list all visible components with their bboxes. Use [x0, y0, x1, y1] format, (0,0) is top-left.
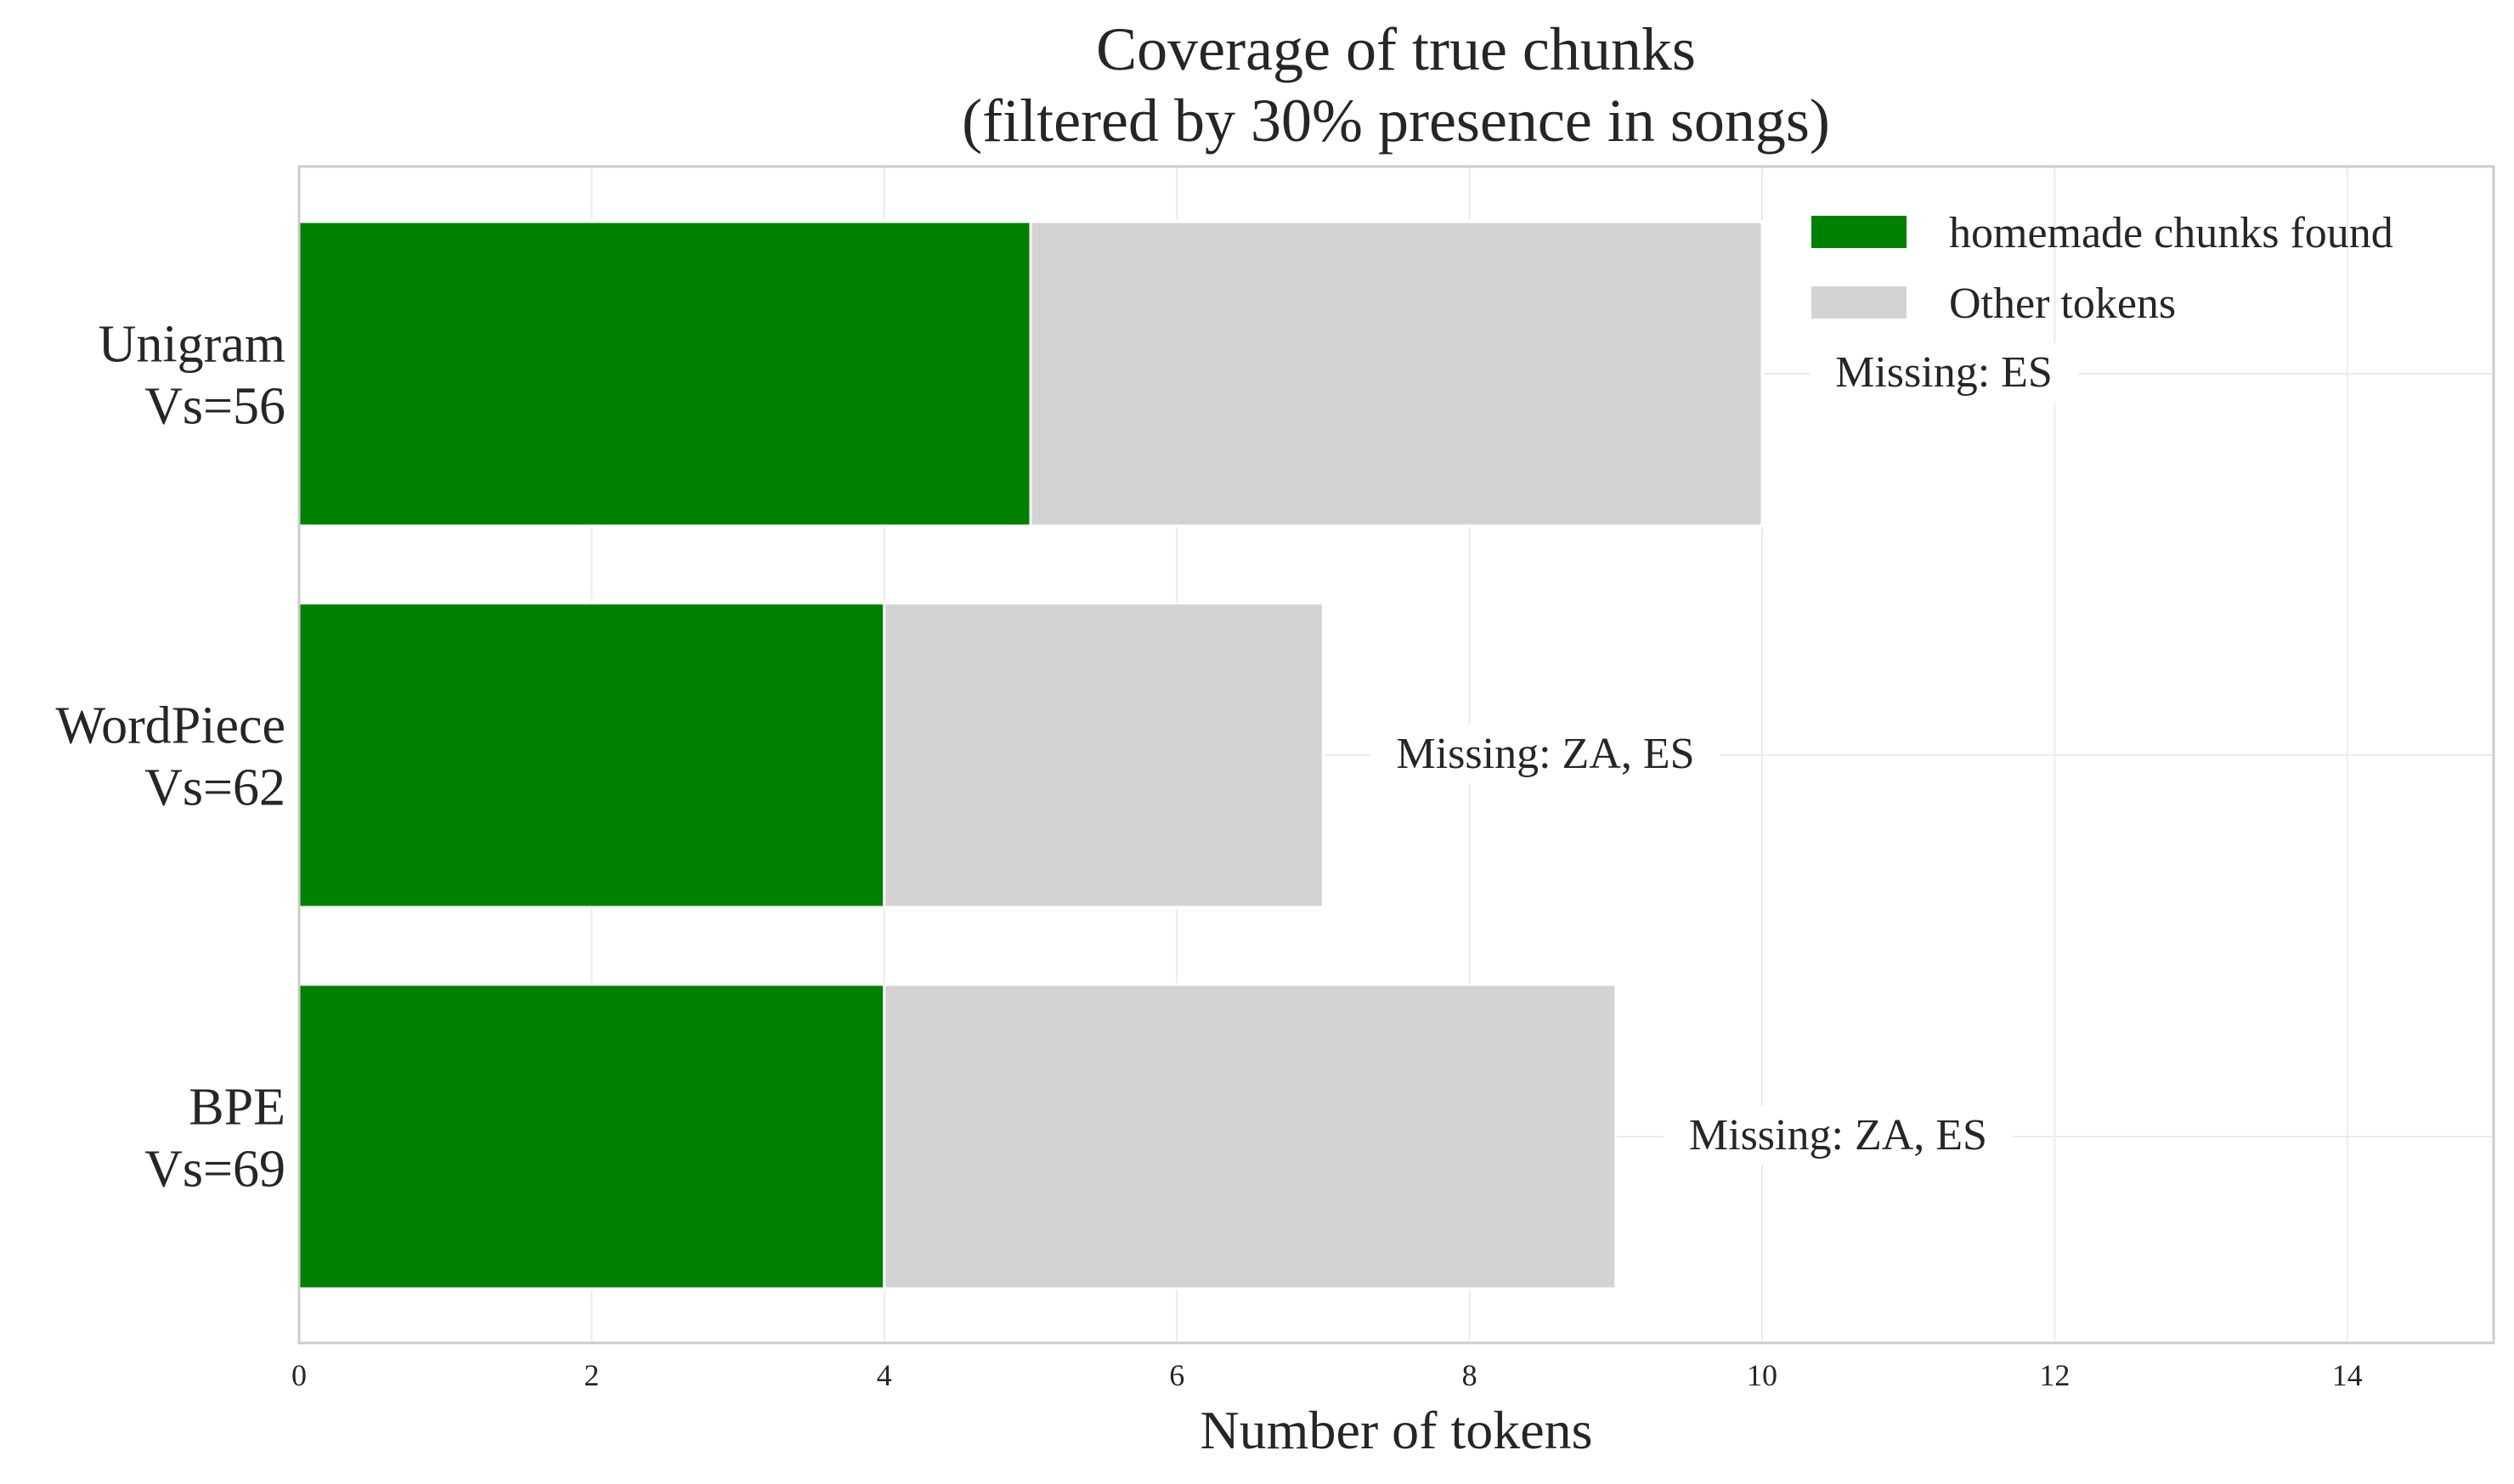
bar-series1-cat1	[883, 601, 1325, 909]
legend: homemade chunks found Other tokens	[1811, 209, 2393, 328]
x-tick-label-4: 8	[1462, 1358, 1477, 1392]
annotation-background-0	[1810, 343, 2078, 402]
y-tick-label-2: BPE Vs=69	[144, 1079, 285, 1199]
x-tick-label-5: 10	[1747, 1358, 1777, 1392]
y-tick-label-1: WordPiece Vs=62	[56, 697, 285, 817]
annotation-background-1	[1370, 725, 1720, 783]
annotation-missing-1: Missing: ZA, ES	[1397, 730, 1695, 778]
x-tick-label-7: 14	[2332, 1358, 2363, 1392]
annotation-background-2	[1663, 1106, 2013, 1165]
legend-swatch-0	[1811, 216, 1907, 248]
x-axis-label: Number of tokens	[1200, 1400, 1592, 1460]
labels: Missing: ES Missing: ZA, ES Missing: ZA, E…	[56, 316, 2363, 1393]
x-tick-label-1: 2	[584, 1358, 599, 1392]
x-tick-label-2: 4	[877, 1358, 892, 1392]
x-tick-label-0: 0	[291, 1358, 307, 1392]
bar-series0-cat0	[297, 220, 1032, 528]
bar-series0-cat1	[297, 601, 886, 909]
annotation-missing-0: Missing: ES	[1835, 348, 2053, 397]
bar-series1-cat0	[1029, 220, 1764, 528]
legend-label-0: homemade chunks found	[1949, 209, 2393, 257]
bars	[297, 220, 1764, 1290]
bar-series0-cat2	[297, 983, 886, 1290]
bar-series1-cat2	[883, 983, 1618, 1290]
y-tick-label-0: Unigram Vs=56	[99, 316, 285, 436]
legend-swatch-1	[1811, 286, 1907, 319]
x-tick-label-6: 12	[2039, 1358, 2070, 1392]
chart-title: Coverage of true chunks (filtered by 30% …	[962, 15, 1830, 155]
x-tick-label-3: 6	[1169, 1358, 1184, 1392]
annotation-missing-2: Missing: ZA, ES	[1689, 1111, 1987, 1160]
plot-frame	[297, 165, 2495, 1345]
legend-label-1: Other tokens	[1949, 279, 2176, 328]
